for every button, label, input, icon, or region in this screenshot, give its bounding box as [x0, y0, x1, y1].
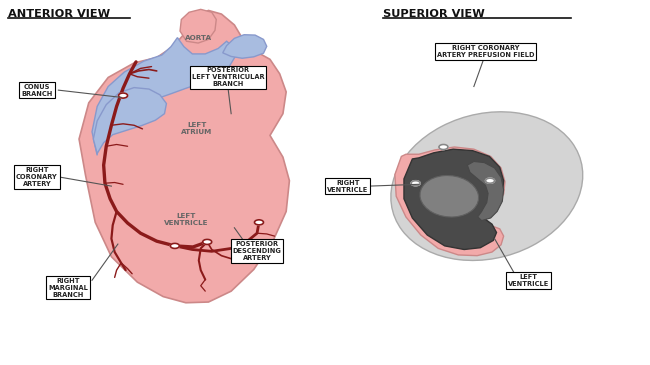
Polygon shape	[94, 88, 166, 154]
Ellipse shape	[420, 176, 478, 217]
Polygon shape	[223, 35, 266, 58]
Text: LEFT
ATRIUM: LEFT ATRIUM	[181, 122, 213, 135]
Polygon shape	[79, 11, 289, 303]
Circle shape	[486, 178, 495, 183]
Polygon shape	[404, 149, 504, 250]
Circle shape	[439, 145, 448, 150]
Text: RIGHT
VENTRICLE: RIGHT VENTRICLE	[327, 180, 369, 193]
Circle shape	[411, 181, 420, 186]
Polygon shape	[92, 38, 236, 155]
Text: SUPERIOR VIEW: SUPERIOR VIEW	[384, 9, 485, 19]
Circle shape	[254, 220, 263, 225]
Polygon shape	[180, 9, 216, 43]
Ellipse shape	[391, 112, 583, 261]
Text: POSTERIOR
LEFT VENTRICULAR
BRANCH: POSTERIOR LEFT VENTRICULAR BRANCH	[192, 68, 265, 88]
Circle shape	[118, 93, 127, 98]
Text: RIGHT
MARGINAL
BRANCH: RIGHT MARGINAL BRANCH	[48, 277, 88, 297]
Text: LEFT
VENTRICLE: LEFT VENTRICLE	[164, 213, 209, 226]
Text: AORTA: AORTA	[185, 35, 213, 41]
Circle shape	[170, 243, 179, 249]
Polygon shape	[467, 161, 504, 220]
Text: RIGHT
CORONARY
ARTERY: RIGHT CORONARY ARTERY	[16, 167, 58, 187]
Text: POSTERIOR
DESCENDING
ARTERY: POSTERIOR DESCENDING ARTERY	[233, 241, 281, 261]
Polygon shape	[395, 147, 505, 255]
Text: ANTERIOR VIEW: ANTERIOR VIEW	[8, 9, 110, 19]
Text: CONUS
BRANCH: CONUS BRANCH	[21, 84, 53, 97]
Text: RIGHT CORONARY
ARTERY PREFUSION FIELD: RIGHT CORONARY ARTERY PREFUSION FIELD	[437, 45, 534, 58]
Text: LEFT
VENTRICLE: LEFT VENTRICLE	[508, 274, 549, 287]
Circle shape	[203, 239, 212, 245]
